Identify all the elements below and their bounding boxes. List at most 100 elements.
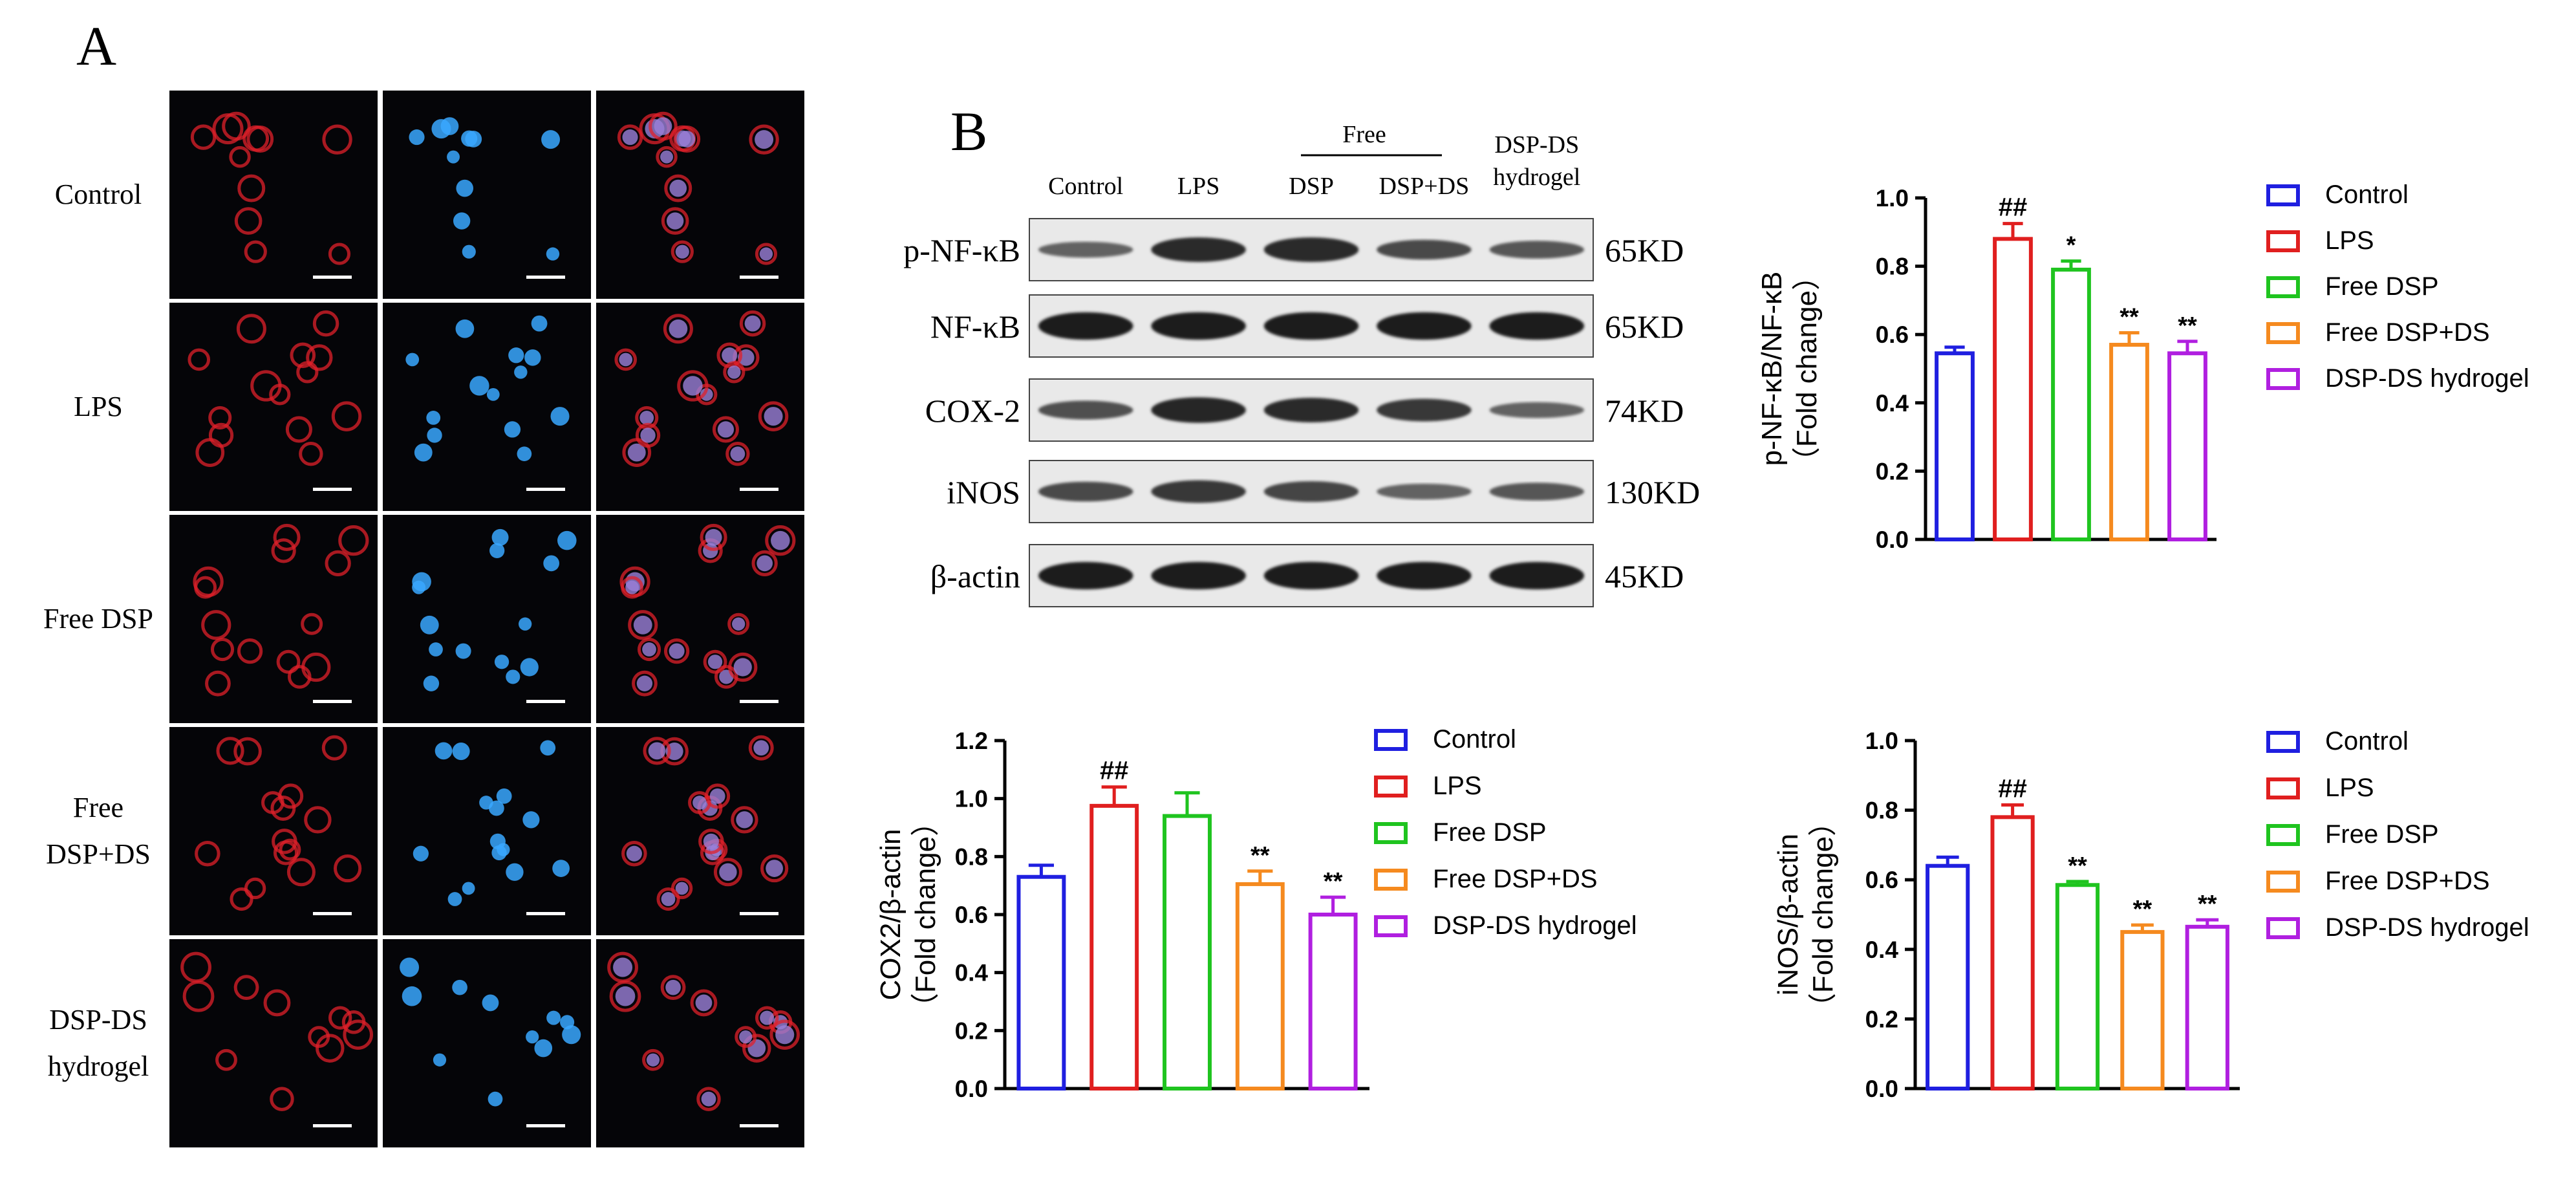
y-tick-label: 0.4 [955, 960, 989, 986]
cell-membrane [215, 1048, 237, 1071]
cell-nucleus [400, 957, 420, 977]
cell-nucleus [619, 353, 633, 367]
cell-membrane [321, 735, 347, 761]
cell-nucleus [753, 740, 769, 756]
bar-free-dsp-ds [2120, 929, 2165, 1091]
legend-swatch-control [2266, 184, 2300, 206]
blot-band [1377, 483, 1472, 500]
cell-membrane [621, 576, 644, 599]
cell-membrane [233, 737, 262, 766]
cell-membrane [279, 838, 301, 861]
cell-membrane [749, 124, 779, 155]
cell-membrane [272, 829, 297, 854]
micrograph-free-dsp-blue [383, 515, 591, 723]
cell-nucleus [719, 863, 737, 881]
cell-nucleus [550, 407, 570, 426]
cell-membrane [664, 174, 692, 202]
y-axis-label: iNOS/β-actin [1772, 834, 1804, 995]
cell-membrane [286, 858, 316, 887]
row-label-free-dsp: Free DSP [43, 603, 153, 635]
cell-nucleus [661, 892, 676, 906]
blot-row-p-nf-b: p-NF-κB 65KD [903, 218, 1684, 281]
chart-p-nfkb: 0.0 0.2 0.4 0.6 0.8 1.0 p-NF-κB/NF-κB （Fold cha… [1756, 180, 2529, 553]
cell-nucleus [709, 788, 725, 804]
bar-dsp-ds-hydrogel [1308, 913, 1358, 1091]
legend-swatch-free-dsp-ds [2266, 322, 2300, 344]
blot-size-label: 65KD [1605, 309, 1684, 345]
cell-nucleus [613, 957, 633, 977]
cell-nucleus [695, 994, 713, 1012]
micrograph-free-dsp-ds-red [169, 727, 378, 935]
cell-nucleus [524, 349, 541, 366]
cell-membrane [725, 441, 750, 466]
cell-membrane [328, 243, 351, 265]
cell-membrane [296, 361, 319, 384]
cell-nucleus [678, 131, 696, 147]
significance-mark-free-dsp: ** [2068, 852, 2087, 880]
blot-band [1038, 241, 1133, 258]
blot-band [1151, 397, 1246, 423]
cell-membrane [312, 310, 339, 337]
cell-nucleus [456, 179, 474, 197]
cell-nucleus [453, 212, 471, 230]
y-tick-label: 1.2 [955, 728, 988, 754]
blot-protein-label: COX-2 [925, 393, 1020, 429]
cell-membrane [250, 370, 282, 402]
cell-membrane [700, 523, 727, 551]
cell-membrane [273, 523, 301, 551]
cell-nucleus [426, 411, 441, 425]
micrograph-free-dsp-ds-blue [383, 727, 591, 935]
legend-label-lps: LPS [2325, 226, 2374, 255]
cell-membrane [703, 649, 727, 674]
significance-mark-dsp-ds-hydrogel: ** [1324, 868, 1343, 895]
cell-membrane [210, 638, 235, 662]
scale-bar [526, 276, 565, 279]
micrograph-bg [383, 515, 591, 723]
blot-band [1263, 481, 1359, 502]
cell-membrane [731, 806, 758, 834]
micrograph-bg [169, 91, 378, 299]
scale-bar [740, 700, 778, 703]
cell-membrane [325, 550, 351, 576]
cell-membrane [236, 314, 266, 344]
cell-nucleus [405, 353, 420, 367]
row-label-free-dsp-ds-1: DSP+DS [46, 838, 151, 870]
cell-nucleus [488, 1091, 503, 1107]
micrograph-control-red [169, 91, 378, 299]
cell-nucleus [705, 528, 722, 546]
micrograph-bg [383, 727, 591, 935]
cell-membrane [338, 525, 369, 556]
bar-lps [1993, 237, 2033, 541]
micrograph-free-dsp-ds-merge [596, 727, 804, 935]
lane-label-dsp-ds-hydrogel-1: hydrogel [1493, 164, 1580, 191]
cell-membrane [698, 829, 724, 854]
row-label-control: Control [55, 179, 142, 210]
legend-label-lps: LPS [2325, 774, 2374, 802]
chart-inos: 0.0 0.2 0.4 0.6 0.8 1.0 iNOS/β-actin （Fold chan… [1772, 727, 2529, 1102]
cell-nucleus [759, 247, 773, 261]
cell-nucleus [435, 742, 453, 760]
cell-membrane [728, 652, 758, 682]
cell-nucleus [526, 1030, 539, 1044]
cell-membrane [713, 858, 742, 887]
y-tick-label: 0.8 [1865, 798, 1898, 824]
cell-membrane [607, 951, 638, 983]
cell-nucleus [739, 1030, 753, 1044]
bar-free-dsp [1163, 814, 1212, 1091]
lane-label-control: Control [1048, 173, 1123, 200]
y-tick-label: 0.6 [1876, 321, 1909, 348]
y-tick-label: 0.8 [955, 843, 988, 870]
blot-band [1489, 241, 1585, 259]
cell-nucleus [486, 387, 500, 401]
cell-nucleus [654, 117, 672, 135]
y-tick-label: 0.2 [955, 1017, 988, 1044]
cell-membrane [285, 416, 312, 443]
cell-membrane [237, 638, 263, 664]
row-label-free-dsp-ds-0: Free [73, 792, 123, 823]
cell-membrane [304, 806, 332, 834]
cell-nucleus [462, 882, 475, 895]
cell-membrane [306, 344, 333, 371]
cell-membrane [194, 576, 217, 599]
cell-nucleus [440, 117, 459, 135]
